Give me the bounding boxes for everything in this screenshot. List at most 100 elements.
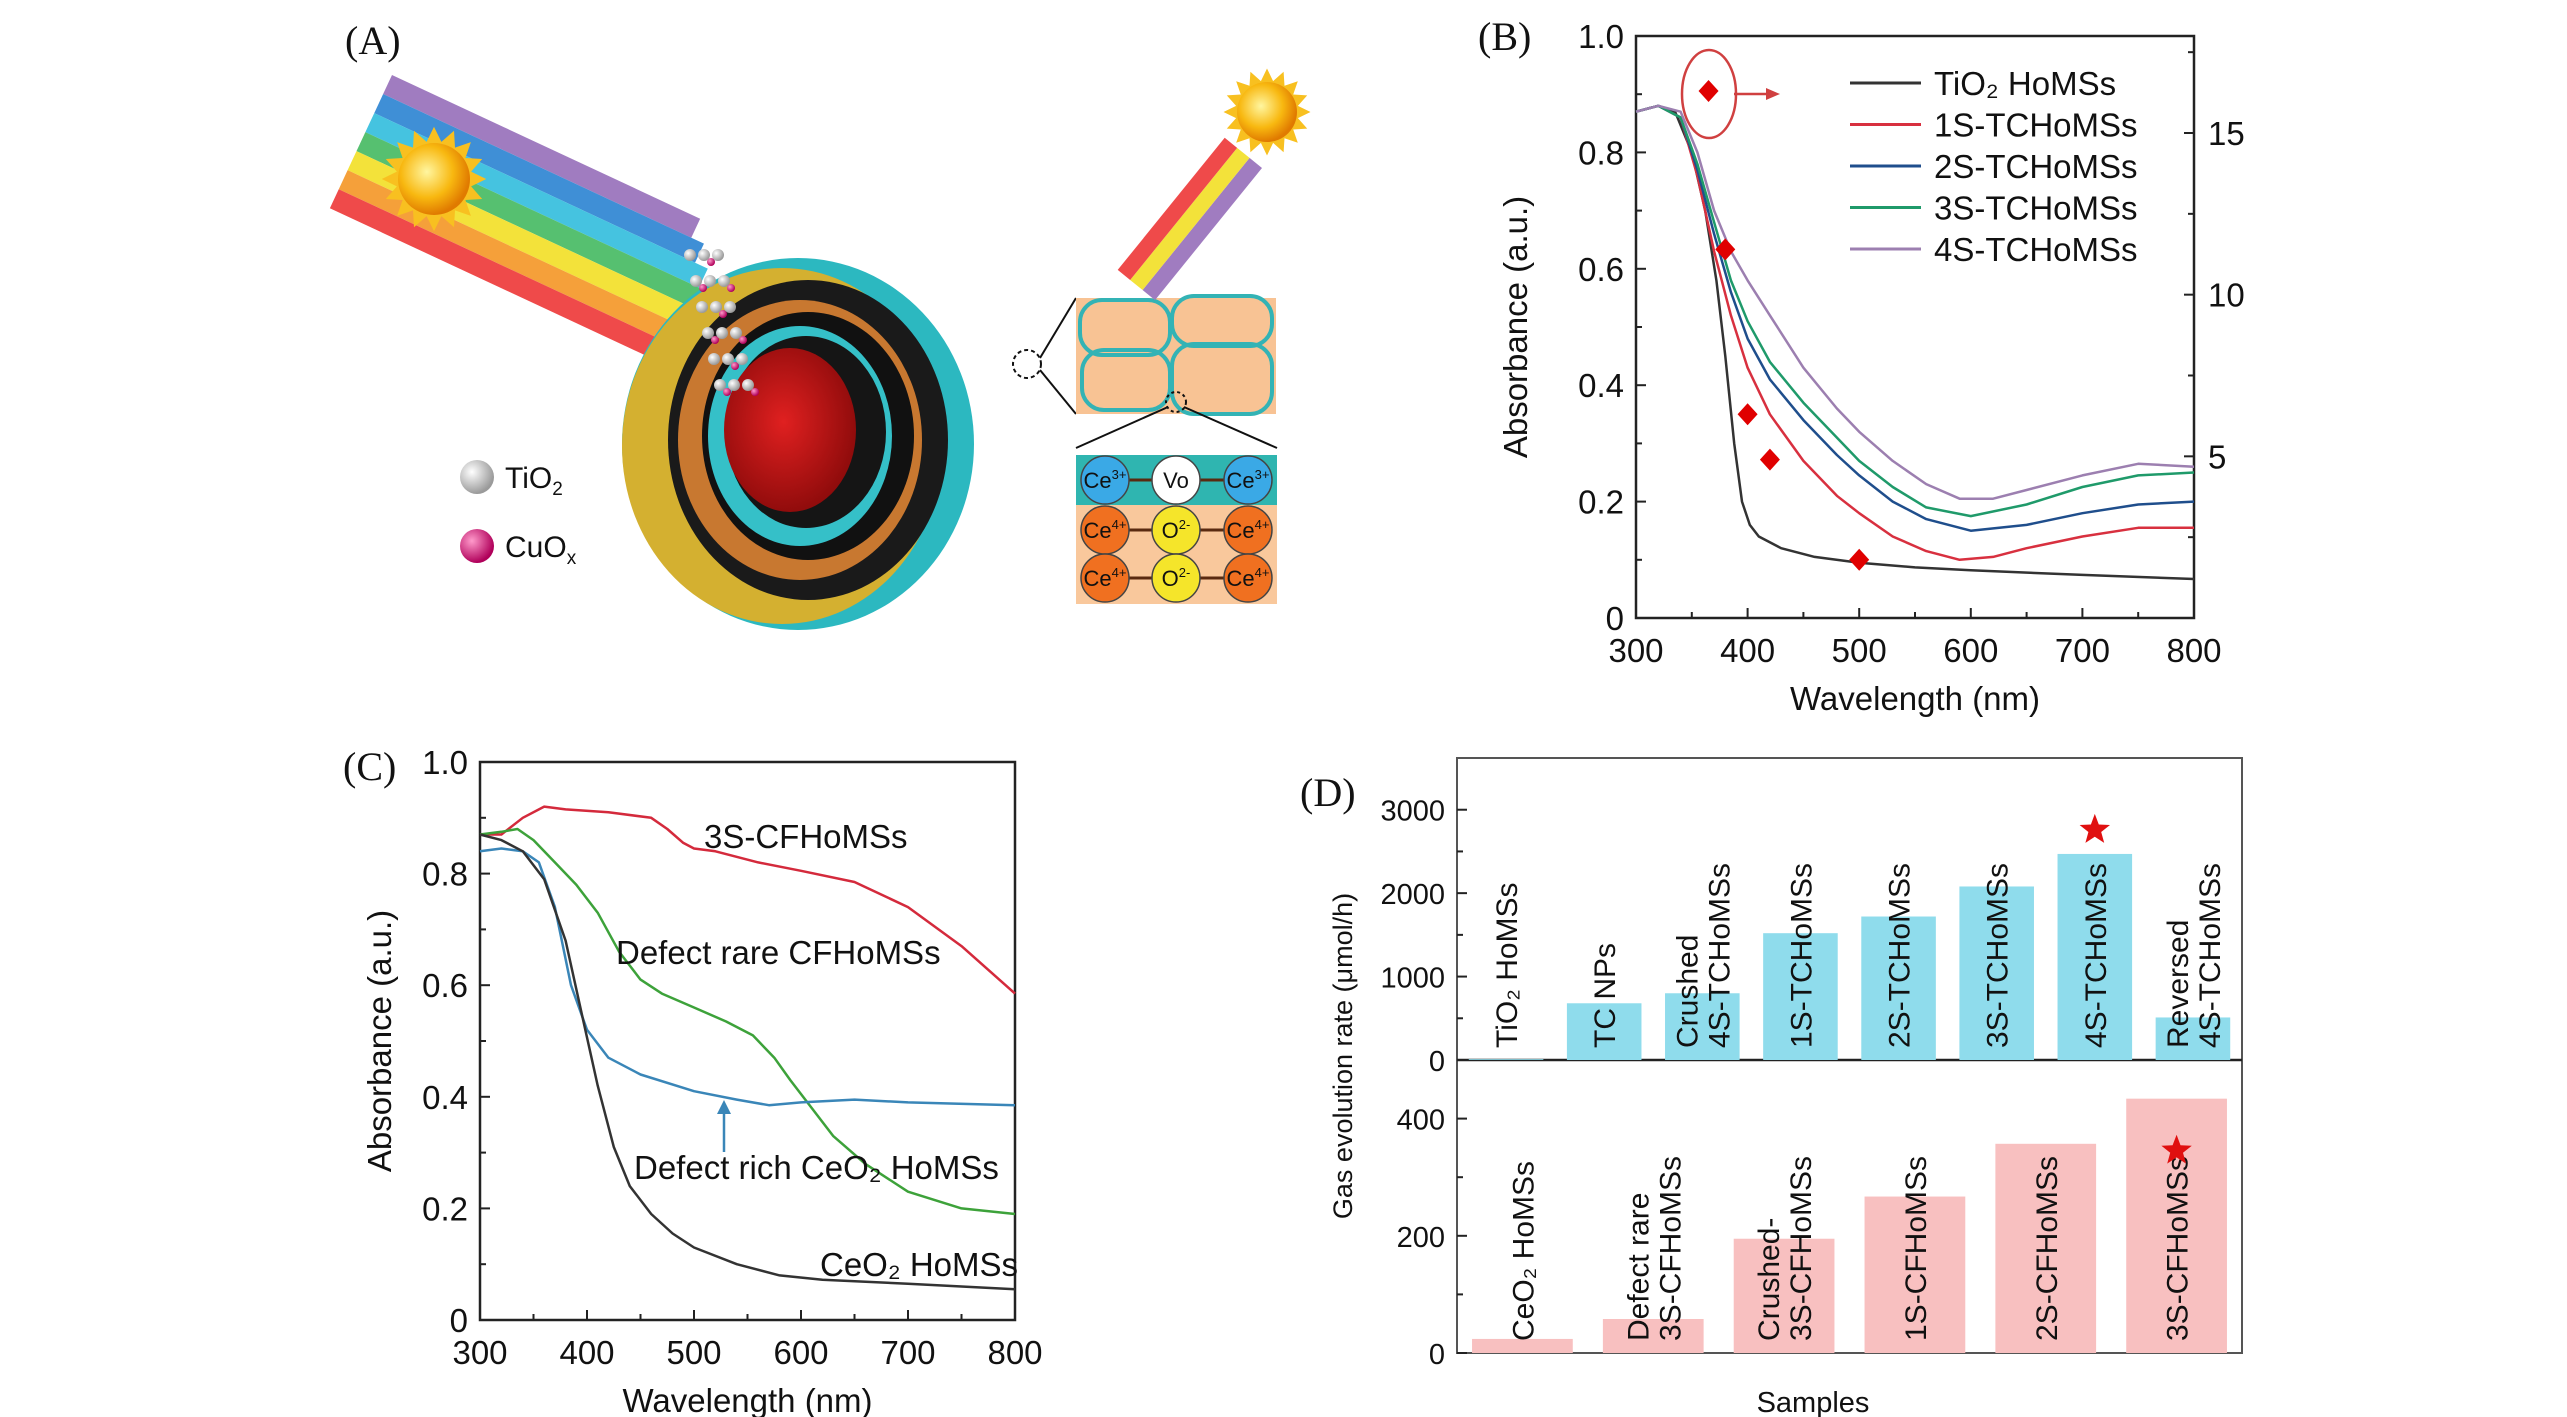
y-tick-label: 0.4 <box>1578 367 1624 404</box>
arrow-head-icon <box>717 1100 731 1114</box>
atom <box>1151 455 1201 505</box>
atom-label: Vo <box>1163 468 1189 493</box>
cuox-particle <box>707 258 715 266</box>
atom-charge: 4+ <box>1255 517 1270 532</box>
bar <box>1472 1338 1573 1353</box>
legend-subscript: 2 <box>552 479 563 500</box>
atom-charge: 4+ <box>1255 565 1270 580</box>
atom-symbol: Ce <box>1227 468 1255 493</box>
legend-label: 2S-TCHoMSs <box>1934 148 2138 185</box>
tio2-particle <box>742 379 754 391</box>
series-label: CeO₂ HoMSs <box>820 1246 1018 1283</box>
atom-symbol: Vo <box>1163 468 1189 493</box>
x-tick-label: 700 <box>880 1334 935 1371</box>
cuox-particle <box>723 388 731 396</box>
bar <box>1566 1003 1642 1060</box>
legend-label: 3S-TCHoMSs <box>1934 190 2138 227</box>
bar <box>1468 1059 1544 1060</box>
bar-label-line: 1S-CFHoMSs <box>1900 1156 1933 1341</box>
bar-label: TiO₂ HoMSs <box>1491 882 1524 1048</box>
bar-label-line: CeO₂ HoMSs <box>1507 1161 1540 1341</box>
bar <box>2057 853 2133 1060</box>
atom-symbol: O <box>1162 566 1179 591</box>
y-tick-label: 0.8 <box>422 856 468 893</box>
diamond-marker <box>1759 448 1780 471</box>
panel-label-a: (A) <box>345 18 401 63</box>
series-label: 3S-CFHoMSs <box>704 818 908 855</box>
tio2-particle <box>698 249 710 261</box>
bar-label-line: TC NPs <box>1589 943 1622 1048</box>
y-tick-label: 3000 <box>1380 796 1445 828</box>
tio2-particle <box>690 275 702 287</box>
bar <box>1665 993 1740 1060</box>
atom-label: Ce4+ <box>1227 517 1270 543</box>
tio2-particle <box>696 301 708 313</box>
bar-label-line: 3S-CFHoMSs <box>1785 1156 1818 1341</box>
tio2-particle <box>712 249 724 261</box>
bar-label-line: 3S-TCHoMSs <box>1982 863 2015 1048</box>
x-tick-label: 800 <box>987 1334 1042 1371</box>
legend-subscript: x <box>567 548 577 569</box>
atom-symbol: O <box>1162 518 1179 543</box>
tio2-particle <box>684 249 696 261</box>
legend-formula: TiO <box>505 462 552 495</box>
y-tick-label: 0.6 <box>422 967 468 1004</box>
y-tick-label: 0.6 <box>1578 251 1624 288</box>
diamond-marker <box>1849 548 1870 571</box>
zoom-region-marker <box>1165 391 1187 413</box>
series-line <box>480 805 1016 995</box>
zoom-line <box>1075 406 1169 449</box>
x-tick-label: 700 <box>2055 632 2110 669</box>
beam-stripe <box>1130 147 1250 291</box>
y2-tick-label: 10 <box>2208 277 2245 314</box>
bar-label: 2S-TCHoMSs <box>1884 863 1917 1048</box>
atom <box>1223 455 1273 505</box>
series-line <box>1635 104 2195 532</box>
cuox-particle <box>719 310 727 318</box>
y-tick-label: 0 <box>1429 1046 1445 1078</box>
y-tick-label: 400 <box>1397 1105 1445 1137</box>
tio2-particle <box>728 379 740 391</box>
y-tick-label: 2000 <box>1380 879 1445 911</box>
atom-charge: 2- <box>1179 517 1191 532</box>
y-tick-label: 0.2 <box>1578 484 1624 521</box>
bar-label: 1S-TCHoMSs <box>1785 863 1818 1048</box>
cuox-legend-marker <box>460 529 494 563</box>
tio2-particle <box>710 301 722 313</box>
series-line <box>479 833 1016 1291</box>
tio2-particle <box>724 301 736 313</box>
x-tick-label: 300 <box>1608 632 1663 669</box>
panel-b-chart: (B) 300 400 500 600 700 800 0 0.2 0.4 0.6 0.8 1.0 Wav… <box>1478 14 2245 717</box>
cuox-particle <box>739 336 747 344</box>
atom-symbol: Ce <box>1084 468 1112 493</box>
zoom-line <box>1039 297 1077 359</box>
beam-stripe <box>383 75 701 238</box>
cuox-particle <box>751 388 759 396</box>
bar-label-line: 4S-TCHoMSs <box>2080 863 2113 1048</box>
bar-label-line: Reversed <box>2162 920 2195 1048</box>
atom-label: Ce4+ <box>1084 565 1127 591</box>
legend-label: TiO₂ HoMSs <box>1934 65 2116 102</box>
beam-stripe <box>329 189 724 388</box>
y-axis-label: Absorbance (a.u.) <box>361 910 398 1172</box>
x-tick-label: 500 <box>1832 632 1887 669</box>
x-tick-label: 500 <box>666 1334 721 1371</box>
bar-label: CeO₂ HoMSs <box>1507 1161 1540 1341</box>
series-line <box>1635 104 2195 518</box>
cuox-particle <box>699 284 707 292</box>
y-axis-label: Gas evolution rate (μmol/h) <box>1328 893 1358 1219</box>
legend-label: 4S-TCHoMSs <box>1934 231 2138 268</box>
atom-label: Ce3+ <box>1084 467 1127 493</box>
bar-label-line: 4S-TCHoMSs <box>1703 863 1736 1048</box>
series-label: Defect rich CeO₂ HoMSs <box>634 1149 999 1186</box>
tio2-particle <box>702 327 714 339</box>
light-beam-small <box>1117 137 1262 301</box>
series-label: Defect rare CFHoMSs <box>616 934 941 971</box>
hollow-multishell-sphere <box>622 258 974 630</box>
beam-stripe <box>1142 157 1262 301</box>
diamond-marker <box>1715 238 1736 261</box>
sun-disc <box>1237 82 1297 142</box>
sun-icon <box>381 126 487 232</box>
atom-symbol: Ce <box>1227 566 1255 591</box>
zoom-region-marker <box>1012 349 1042 379</box>
